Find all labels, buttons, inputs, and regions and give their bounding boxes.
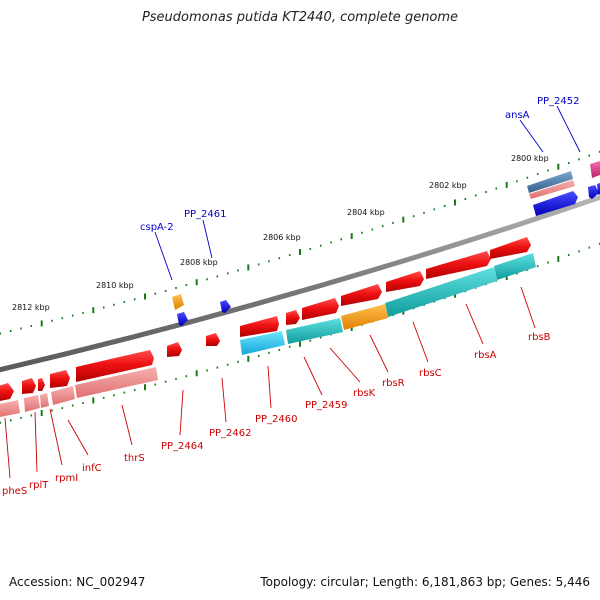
label-pheS[interactable]: pheS bbox=[2, 486, 27, 497]
scale-label: 2812 kbp bbox=[12, 303, 50, 312]
gene-labels: pheS rplT rpmI infC thrS PP_2464 PP_2462… bbox=[2, 96, 580, 497]
label-ansA[interactable]: ansA bbox=[505, 110, 530, 121]
gene-pheS[interactable] bbox=[0, 383, 14, 402]
feature-rbsB-alt[interactable] bbox=[494, 253, 536, 280]
genome-stats-label: Topology: circular; Length: 6,181,863 bp… bbox=[260, 575, 590, 589]
gene-rbsC[interactable] bbox=[386, 271, 424, 292]
gene-cspA-2[interactable] bbox=[177, 312, 188, 326]
gene-PP_2460[interactable] bbox=[240, 316, 279, 337]
leader-PP_2464 bbox=[179, 389, 184, 436]
label-PP_2459[interactable]: PP_2459 bbox=[305, 400, 348, 411]
outer-tick-ring bbox=[0, 150, 600, 335]
label-PP_2461[interactable]: PP_2461 bbox=[184, 209, 227, 220]
leader-rbsR bbox=[369, 334, 389, 373]
gene-rplT[interactable] bbox=[22, 378, 36, 394]
scale-label: 2806 kbp bbox=[263, 233, 301, 242]
feature-PP_2452-pink[interactable] bbox=[590, 161, 600, 178]
gene-PP_2464[interactable] bbox=[167, 342, 182, 357]
leader-PP_2462 bbox=[221, 377, 227, 423]
accession-label: Accession: NC_002947 bbox=[9, 575, 146, 589]
feature-PP_2459-alt[interactable] bbox=[286, 318, 343, 344]
gene-rbsR[interactable] bbox=[341, 284, 382, 306]
gene-track-forward bbox=[172, 161, 600, 326]
feature-rbsR-alt[interactable] bbox=[385, 267, 497, 317]
label-PP_2460[interactable]: PP_2460 bbox=[255, 414, 298, 425]
gene-thrS[interactable] bbox=[76, 350, 154, 382]
scale-label: 2808 kbp bbox=[180, 258, 218, 267]
map-title: Pseudomonas putida KT2440, complete geno… bbox=[141, 10, 459, 25]
leader-rbsB bbox=[520, 286, 536, 329]
label-PP_2462[interactable]: PP_2462 bbox=[209, 428, 252, 439]
gene-PP_2462[interactable] bbox=[206, 333, 220, 346]
leader-cspA-2 bbox=[154, 231, 173, 281]
leader-ansA bbox=[519, 119, 544, 153]
feature-ansA-pale[interactable] bbox=[529, 180, 575, 199]
label-rbsB[interactable]: rbsB bbox=[528, 332, 551, 343]
leader-PP_2461 bbox=[202, 219, 213, 259]
feature-rpmI-alt[interactable] bbox=[40, 393, 49, 408]
feature-rplT-alt[interactable] bbox=[24, 395, 40, 412]
feature-rbsK-alt[interactable] bbox=[341, 304, 388, 330]
label-rbsR[interactable]: rbsR bbox=[382, 378, 405, 389]
leader-PP_2452 bbox=[556, 105, 581, 153]
scale-label: 2800 kbp bbox=[511, 154, 549, 163]
gene-PP_2452-cont[interactable] bbox=[597, 183, 600, 195]
gene-track-secondary bbox=[0, 253, 536, 418]
leader-thrS bbox=[121, 404, 133, 446]
leader-PP_2459 bbox=[303, 356, 323, 396]
feature-ansA-steel[interactable] bbox=[527, 171, 573, 193]
label-PP_2464[interactable]: PP_2464 bbox=[161, 441, 204, 452]
label-rplT[interactable]: rplT bbox=[29, 480, 49, 491]
feature-cspA-2-orange[interactable] bbox=[172, 294, 184, 310]
gene-PP_2461[interactable] bbox=[220, 300, 231, 313]
gene-rbsK[interactable] bbox=[302, 298, 339, 320]
label-rbsC[interactable]: rbsC bbox=[419, 368, 442, 379]
leader-rplT bbox=[34, 411, 38, 473]
leader-infC bbox=[67, 419, 89, 456]
leader-rbsA bbox=[465, 303, 484, 345]
scale-label: 2804 kbp bbox=[347, 208, 385, 217]
feature-PP_2460-alt[interactable] bbox=[240, 331, 285, 355]
scale-label-group: 2812 kbp 2810 kbp 2808 kbp 2806 kbp 2804… bbox=[12, 154, 549, 312]
label-rpmI[interactable]: rpmI bbox=[55, 473, 78, 484]
gene-track-reverse bbox=[0, 237, 531, 402]
feature-pheS-alt[interactable] bbox=[0, 400, 20, 418]
leader-PP_2460 bbox=[267, 365, 272, 409]
gene-infC[interactable] bbox=[50, 370, 70, 388]
label-rbsA[interactable]: rbsA bbox=[474, 350, 497, 361]
gene-rbsA[interactable] bbox=[426, 251, 491, 279]
scale-label: 2810 kbp bbox=[96, 281, 134, 290]
leader-pheS bbox=[4, 417, 11, 479]
genome-backbone bbox=[0, 194, 600, 373]
gene-PP_2452[interactable] bbox=[588, 185, 599, 199]
leader-rbsC bbox=[412, 321, 429, 363]
leader-lines bbox=[4, 105, 581, 479]
label-infC[interactable]: infC bbox=[82, 463, 102, 474]
label-cspA-2[interactable]: cspA-2 bbox=[140, 222, 174, 233]
leader-rpmI bbox=[49, 408, 63, 466]
gene-rpmI[interactable] bbox=[38, 378, 45, 391]
label-rbsK[interactable]: rbsK bbox=[353, 388, 376, 399]
label-PP_2452[interactable]: PP_2452 bbox=[537, 96, 580, 107]
gene-rbsB[interactable] bbox=[490, 237, 531, 259]
scale-label: 2802 kbp bbox=[429, 181, 467, 190]
feature-infC-alt[interactable] bbox=[51, 386, 75, 405]
feature-thrS-alt[interactable] bbox=[75, 367, 158, 398]
label-thrS[interactable]: thrS bbox=[124, 453, 145, 464]
gene-ansA[interactable] bbox=[533, 191, 578, 216]
gene-PP_2459[interactable] bbox=[286, 310, 300, 325]
leader-rbsK bbox=[329, 347, 361, 383]
